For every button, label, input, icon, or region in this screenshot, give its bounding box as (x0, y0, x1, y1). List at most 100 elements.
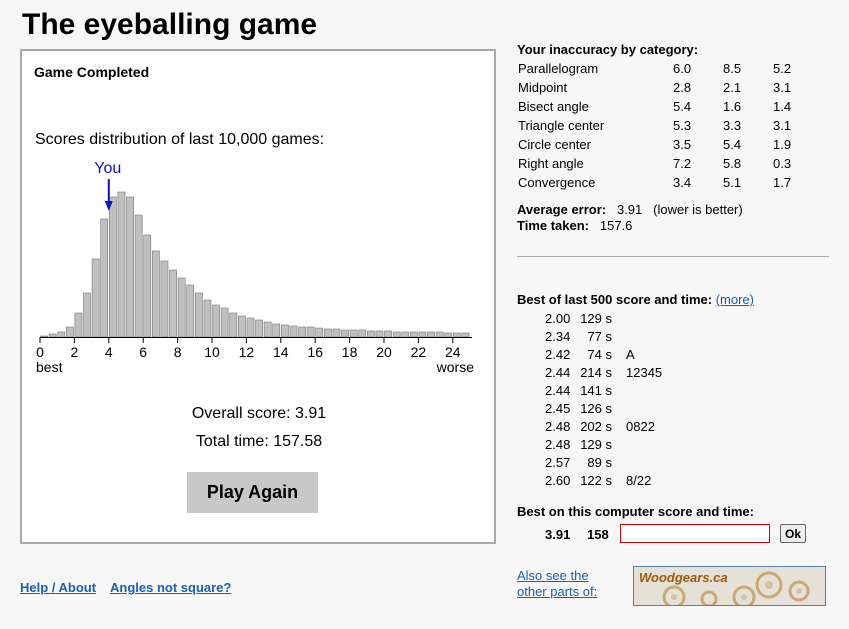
best500-table: 2.00 129 s 2.34 77 s 2.42 74 s A 2.44 214 s 12345… (545, 309, 662, 489)
category-value-2: 5.8 (723, 156, 742, 171)
divider (517, 256, 829, 257)
histogram-bar (306, 326, 315, 338)
category-name: Convergence (518, 175, 596, 190)
category-name: Parallelogram (518, 61, 599, 76)
histogram-bar (83, 292, 91, 338)
category-name: Bisect angle (518, 99, 589, 114)
average-error-value: 3.91 (616, 202, 643, 217)
histogram-bar (238, 315, 246, 338)
name-input[interactable] (620, 524, 770, 543)
histogram-bar (186, 284, 195, 338)
category-value-1: 5.4 (673, 99, 692, 114)
category-value-3: 3.1 (773, 80, 792, 95)
best500-name (616, 381, 662, 399)
histogram-bar (169, 269, 177, 338)
you-label: You (94, 160, 121, 177)
x-tick-label: 12 (239, 344, 255, 360)
best-computer-score: 3.91 (545, 527, 571, 542)
best500-name (616, 435, 662, 453)
best-computer-time: 158 (587, 527, 609, 542)
histogram-bar (289, 325, 298, 338)
page-title: The eyeballing game (22, 8, 318, 41)
histogram-bar (40, 335, 48, 338)
histogram-bar (409, 331, 418, 338)
best500-score: 2.44 (545, 364, 571, 380)
x-tick-label: 24 (445, 344, 461, 360)
histogram-bar (435, 331, 444, 338)
best500-name: 0822 (626, 418, 655, 434)
best500-score: 2.34 (545, 328, 571, 344)
histogram-bar (152, 250, 160, 338)
histogram-bar (100, 218, 109, 338)
inaccuracy-title: Your inaccuracy by category: (517, 42, 699, 57)
average-error-label: Average error: (517, 202, 607, 217)
category-value-1: 3.4 (673, 175, 692, 190)
best500-time: 74 s (587, 346, 612, 362)
histogram-bar (126, 196, 134, 338)
category-value-1: 7.2 (673, 156, 692, 171)
category-value-3: 1.7 (773, 175, 792, 190)
category-value-3: 1.4 (773, 99, 792, 114)
also-see-link[interactable]: Also see the other parts of: (517, 568, 598, 599)
logo-text: Woodgears.ca (639, 570, 728, 585)
histogram-bar (134, 214, 143, 338)
inaccuracy-row: Bisect angle 5.4 1.6 1.4 (517, 97, 823, 116)
category-value-2: 2.1 (723, 80, 742, 95)
total-time: Total time: 157.58 (195, 433, 323, 450)
inaccuracy-row: Parallelogram 6.0 8.5 5.2 (517, 59, 823, 78)
best500-name (616, 309, 662, 327)
histogram-bar (246, 317, 255, 338)
category-name: Right angle (518, 156, 584, 171)
histogram-bar (143, 234, 152, 338)
best500-title-text: Best of last 500 score and time: (517, 292, 713, 307)
inaccuracy-row: Right angle 7.2 5.8 0.3 (517, 154, 823, 173)
category-value-2: 5.1 (723, 175, 742, 190)
histogram-bar (323, 328, 332, 338)
category-name: Midpoint (518, 80, 568, 95)
best500-time: 202 s (580, 418, 612, 434)
play-again-button[interactable]: Play Again (187, 472, 318, 513)
best500-time: 141 s (580, 382, 612, 398)
category-value-3: 3.1 (773, 118, 792, 133)
histogram-bar (461, 332, 470, 338)
best500-time: 129 s (580, 310, 612, 326)
best500-row: 2.45 126 s (545, 399, 662, 417)
best500-time: 89 s (587, 454, 612, 470)
inaccuracy-table: Parallelogram 6.0 8.5 5.2 Midpoint 2.8 2.1 3.1 B… (517, 59, 823, 192)
woodgears-logo[interactable]: Woodgears.ca (633, 566, 826, 606)
histogram-bar (74, 312, 83, 338)
ok-button[interactable]: Ok (780, 524, 806, 543)
best500-row: 2.44 214 s 12345 (545, 363, 662, 381)
more-link[interactable]: (more) (715, 292, 754, 307)
x-tick-label: 8 (174, 344, 182, 360)
x-tick-label: 16 (307, 344, 323, 360)
best500-time: 129 s (580, 436, 612, 452)
best500-score: 2.00 (545, 310, 571, 326)
histogram-bar (444, 332, 453, 338)
best500-time: 122 s (580, 472, 612, 488)
x-tick-label: 18 (342, 344, 358, 360)
best500-row: 2.48 129 s (545, 435, 662, 453)
histogram-bar (177, 277, 186, 338)
histogram-bar (203, 299, 212, 338)
category-value-2: 3.3 (723, 118, 742, 133)
x-tick-label: 14 (273, 344, 289, 360)
histogram-bar (418, 331, 427, 338)
time-taken-label: Time taken: (517, 218, 590, 233)
best-label: best (36, 359, 63, 375)
time-taken-value: 157.6 (599, 218, 633, 233)
histogram-bar (427, 331, 435, 338)
best500-time: 77 s (587, 328, 612, 344)
angles-not-square-link[interactable]: Angles not square? (110, 580, 232, 595)
histogram-bar (91, 258, 100, 338)
category-value-2: 5.4 (723, 137, 742, 152)
histogram-bar (57, 331, 66, 338)
histogram-bar (220, 307, 229, 338)
results-column: Your inaccuracy by category: Parallelogr… (517, 42, 837, 233)
best500-title: Best of last 500 score and time: (more) (517, 292, 754, 307)
histogram-bar (384, 330, 392, 338)
best500-score: 2.44 (545, 382, 571, 398)
inaccuracy-row: Midpoint 2.8 2.1 3.1 (517, 78, 823, 97)
help-about-link[interactable]: Help / About (20, 580, 97, 595)
